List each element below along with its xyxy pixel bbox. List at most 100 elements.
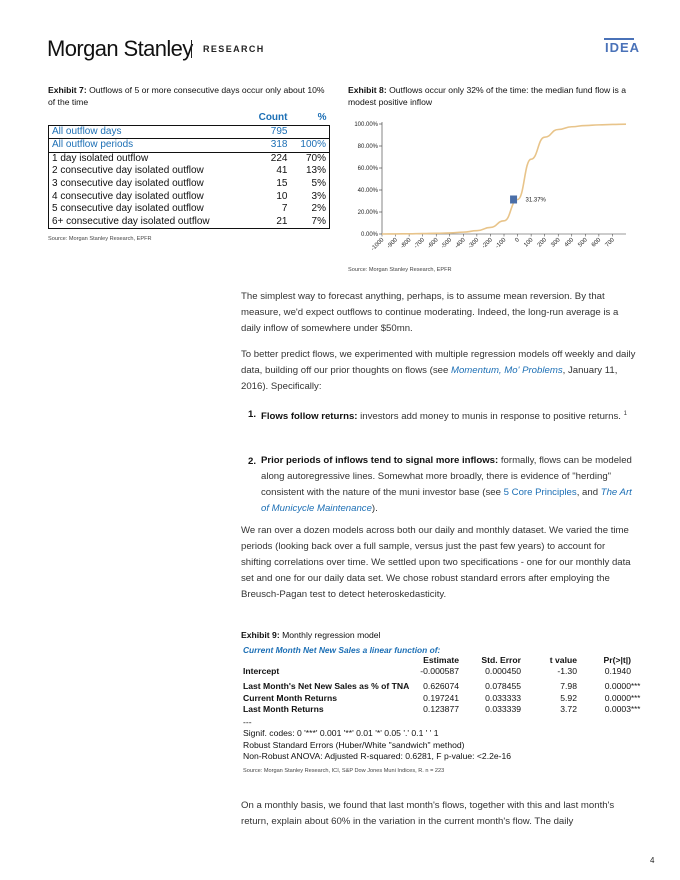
x-tick-label: 300 bbox=[550, 237, 562, 249]
row-label: Last Month Returns bbox=[243, 704, 411, 715]
row-estimate: 0.123877 bbox=[411, 704, 459, 715]
row-label: All outflow periods bbox=[49, 139, 249, 153]
x-tick-label: -600 bbox=[427, 237, 440, 250]
median-marker-label: 31.37% bbox=[526, 197, 547, 203]
row-count: 41 bbox=[248, 165, 290, 178]
header-pct: % bbox=[290, 112, 329, 125]
exhibit7-table: Count % All outflow days 795 All outflow… bbox=[48, 112, 330, 229]
y-tick-label: 60.00% bbox=[358, 166, 379, 172]
y-tick-label: 80.00% bbox=[358, 144, 379, 150]
regression-title: Current Month Net New Sales a linear fun… bbox=[243, 645, 641, 655]
row-stars: *** bbox=[631, 692, 640, 704]
table-row: Last Month Returns 0.123877 0.033339 3.7… bbox=[243, 704, 640, 715]
robust-errors-note: Robust Standard Errors (Huber/White "san… bbox=[243, 740, 641, 751]
exhibit8-label: Exhibit 8: bbox=[348, 85, 387, 95]
row-count: 7 bbox=[248, 203, 290, 216]
row-label: 6+ consecutive day isolated outflow bbox=[49, 216, 249, 229]
x-tick-label: 0 bbox=[514, 237, 521, 244]
row-count: 10 bbox=[248, 191, 290, 204]
exhibit9-label: Exhibit 9: bbox=[241, 630, 280, 640]
brand-logo: Morgan Stanley bbox=[47, 36, 193, 62]
list-item-2: Prior periods of inflows tend to signal … bbox=[261, 453, 633, 517]
row-p-value: 0.0000 bbox=[577, 677, 631, 692]
exhibit7-source: Source: Morgan Stanley Research, EPFR bbox=[48, 236, 152, 242]
list-number-2: 2. bbox=[248, 456, 256, 467]
row-estimate: 0.197241 bbox=[411, 692, 459, 704]
momentum-link[interactable]: Momentum, Mo' Problems bbox=[451, 365, 563, 376]
header-t-value: t value bbox=[521, 655, 577, 666]
x-tick-label: 700 bbox=[605, 237, 617, 249]
footnote-ref[interactable]: 1 bbox=[624, 411, 627, 417]
row-t-value: 5.92 bbox=[521, 692, 577, 704]
paragraph-4: On a monthly basis, we found that last m… bbox=[241, 798, 636, 830]
row-stars: *** bbox=[631, 677, 640, 692]
row-stars: *** bbox=[631, 704, 640, 715]
row-label: 3 consecutive day isolated outflow bbox=[49, 178, 249, 191]
header-p-value: Pr(>|t|) bbox=[577, 655, 631, 666]
median-marker bbox=[510, 195, 517, 203]
x-tick-label: -100 bbox=[495, 237, 508, 250]
table-row: 5 consecutive day isolated outflow 7 2% bbox=[49, 203, 330, 216]
exhibit7-caption: Outflows of 5 or more consecutive days o… bbox=[48, 85, 325, 107]
header-blank bbox=[243, 655, 411, 666]
row-estimate: 0.626074 bbox=[411, 677, 459, 692]
row-count: 795 bbox=[248, 125, 290, 139]
row-count: 21 bbox=[248, 216, 290, 229]
header-count: Count bbox=[248, 112, 290, 125]
row-label: Last Month's Net New Sales as % of TNA bbox=[243, 677, 411, 692]
section-label: RESEARCH bbox=[203, 44, 265, 54]
x-tick-label: -300 bbox=[468, 237, 481, 250]
y-tick-label: 40.00% bbox=[358, 188, 379, 194]
header-blank bbox=[49, 112, 249, 125]
list-item-1-heading: Flows follow returns: bbox=[261, 411, 357, 422]
exhibit8-caption: Outflows occur only 32% of the time: the… bbox=[348, 85, 626, 107]
regression-header-row: Estimate Std. Error t value Pr(>|t|) bbox=[243, 655, 640, 666]
row-pct: 2% bbox=[290, 203, 329, 216]
table-row: All outflow periods 318 100% bbox=[49, 139, 330, 153]
x-tick-label: -700 bbox=[413, 237, 426, 250]
x-tick-label: 600 bbox=[591, 237, 603, 249]
table-header-row: Count % bbox=[49, 112, 330, 125]
exhibit8-source: Source: Morgan Stanley Research, EPFR bbox=[348, 267, 452, 273]
row-t-value: -1.30 bbox=[521, 666, 577, 677]
core-principles-link[interactable]: 5 Core Principles bbox=[504, 487, 577, 498]
x-tick-label: -900 bbox=[386, 237, 399, 250]
list-item-1: Flows follow returns: investors add mone… bbox=[261, 406, 633, 425]
row-estimate: -0.000587 bbox=[411, 666, 459, 677]
table-row: 3 consecutive day isolated outflow 15 5% bbox=[49, 178, 330, 191]
exhibit8-chart: 0.00% 20.00% 40.00% 60.00% 80.00% 100.00% -100… bbox=[348, 112, 638, 262]
y-tick-label: 20.00% bbox=[358, 210, 379, 216]
row-pct: 70% bbox=[290, 152, 329, 165]
header-stars bbox=[631, 655, 640, 666]
row-p-value: 0.1940 bbox=[577, 666, 631, 677]
x-tick-label: -800 bbox=[400, 237, 413, 250]
regression-divider: --- bbox=[243, 717, 641, 728]
anova-note: Non-Robust ANOVA: Adjusted R-squared: 0.… bbox=[243, 751, 641, 762]
paragraph-3: We ran over a dozen models across both o… bbox=[241, 523, 636, 603]
x-tick-label: 500 bbox=[577, 237, 589, 249]
row-pct: 7% bbox=[290, 216, 329, 229]
row-label: Intercept bbox=[243, 666, 411, 677]
row-stars bbox=[631, 666, 640, 677]
table-row: Intercept -0.000587 0.000450 -1.30 0.194… bbox=[243, 666, 640, 677]
row-label: 4 consecutive day isolated outflow bbox=[49, 191, 249, 204]
exhibit9: Exhibit 9: Monthly regression model Curr… bbox=[241, 629, 641, 774]
signif-codes: Signif. codes: 0 '***' 0.001 '**' 0.01 '… bbox=[243, 728, 641, 739]
page-number: 4 bbox=[650, 856, 654, 865]
exhibit9-caption: Monthly regression model bbox=[282, 630, 380, 640]
row-pct: 100% bbox=[290, 139, 329, 153]
table-row: All outflow days 795 bbox=[49, 125, 330, 139]
row-label: 5 consecutive day isolated outflow bbox=[49, 203, 249, 216]
row-std-error: 0.033339 bbox=[459, 704, 521, 715]
table-row: Last Month's Net New Sales as % of TNA 0… bbox=[243, 677, 640, 692]
row-label: Current Month Returns bbox=[243, 692, 411, 704]
row-pct: 13% bbox=[290, 165, 329, 178]
table-row: 1 day isolated outflow 224 70% bbox=[49, 152, 330, 165]
row-count: 15 bbox=[248, 178, 290, 191]
table-row: 4 consecutive day isolated outflow 10 3% bbox=[49, 191, 330, 204]
row-t-value: 3.72 bbox=[521, 704, 577, 715]
x-tick-label: -500 bbox=[440, 237, 453, 250]
row-std-error: 0.078455 bbox=[459, 677, 521, 692]
list-item-2-heading: Prior periods of inflows tend to signal … bbox=[261, 455, 498, 466]
row-label: All outflow days bbox=[49, 125, 249, 139]
